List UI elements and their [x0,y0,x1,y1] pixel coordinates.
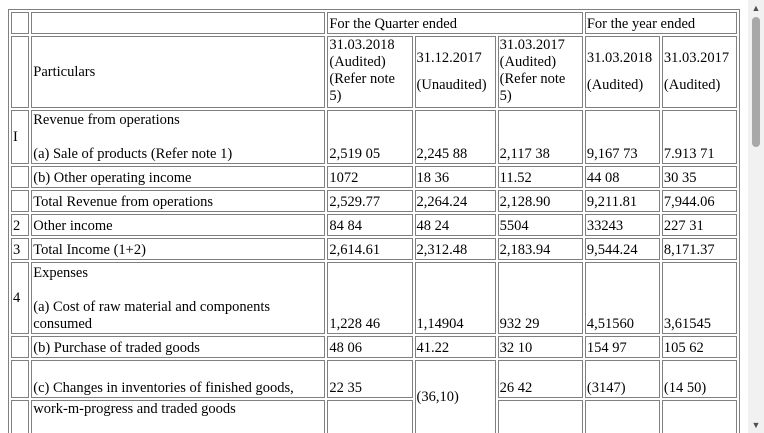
col-note-end: 5) [329,88,342,104]
header-blank-label [31,12,326,34]
row-num [11,336,30,358]
row-label: Other income [31,214,326,236]
value-cell: 5504 [497,214,583,236]
value-cell: 9,544.24 [584,238,660,260]
scroll-down-arrow-icon[interactable]: ▼ [751,420,761,430]
row-num [11,360,30,398]
value-cell: 8,171.37 [661,238,737,260]
value-cell: 11.52 [497,166,583,188]
value-cell: 2,128.90 [497,190,583,212]
col-status: (Unaudited) [416,77,487,93]
col-header-y1: 31.03.2018 (Audited) [584,36,660,108]
col-header-q2: 31.12.2017 (Unaudited) [414,36,496,108]
section-number: 4 [11,262,30,334]
header-num-cell [11,36,30,108]
row-label: Revenue from operations (a) Sale of prod… [31,110,326,164]
value-cell: 2,614.61 [327,238,413,260]
row-label: (b) Other operating income [31,166,326,188]
value-cell: 9,211.81 [584,190,660,212]
col-header-y2: 31.03.2017 (Audited) [661,36,737,108]
row-num [11,166,30,188]
value-cell: 48 24 [414,214,496,236]
value-cell: 4,51560 [584,262,660,334]
col-date: 31.03.2018 [329,37,395,53]
value-cell: 7.913 71 [661,110,737,164]
col-status: (Audited) [499,54,557,70]
value-cell: 1,14904 [414,262,496,334]
row-num: 2 [11,214,30,236]
value-cell: 32 10 [497,336,583,358]
value-cell: 26 42 [497,360,583,398]
value-cell: 18 36 [414,166,496,188]
value-cell: 3,61545 [661,262,737,334]
header-blank-num [11,12,30,34]
document-viewport: For the Quarter ended For the year ended… [8,9,740,433]
value-cell: 154 97 [584,336,660,358]
value-cell: 33243 [584,214,660,236]
quarter-group-header: For the Quarter ended [327,12,583,34]
value-cell: 30 35 [661,166,737,188]
row-num [11,400,30,433]
scroll-up-arrow-icon[interactable]: ▲ [751,3,761,13]
value-cell [497,400,583,433]
row-label: (b) Purchase of traded goods [31,336,326,358]
row-num [11,190,30,212]
row-num: 3 [11,238,30,260]
section-title: Revenue from operations [33,112,180,128]
value-cell: 2,519 05 [327,110,413,164]
value-cell [327,400,413,433]
value-cell: 1,228 46 [327,262,413,334]
value-cell: 2,245 88 [414,110,496,164]
col-date: 31.03.2017 [663,50,730,66]
value-cell: 932 29 [497,262,583,334]
row-label: Expenses (a) Cost of raw material and co… [31,262,326,334]
row-label: work-m-progress and traded goods [31,400,326,433]
year-group-header: For the year ended [584,12,737,34]
value-cell: 22 35 [327,360,413,398]
vertical-scrollbar[interactable]: ▲ ▼ [748,0,764,433]
value-cell: 41.22 [414,336,496,358]
value-cell: 48 06 [327,336,413,358]
row-label: Total Revenue from operations [31,190,326,212]
value-cell: 2,529.77 [327,190,413,212]
scrollbar-thumb[interactable] [752,17,760,147]
row-label: (c) Changes in inventories of finished g… [31,360,326,398]
value-cell: (36,10) [414,360,496,433]
col-status: (Audited) [586,77,644,93]
row-label: Total Income (1+2) [31,238,326,260]
value-cell: 44 08 [584,166,660,188]
row-label-text: (a) Sale of products (Refer note 1) [33,146,233,162]
particulars-header: Particulars [31,36,326,108]
section-number: I [11,110,30,164]
value-cell: 2,264.24 [414,190,496,212]
col-header-q1: 31.03.2018 (Audited) (Refer note 5) [327,36,413,108]
col-note: (Refer note [329,71,395,87]
value-cell: 227 31 [661,214,737,236]
value-cell: (14 50) [661,360,737,398]
section-title: Expenses [33,265,89,281]
value-cell: 7,944.06 [661,190,737,212]
value-cell: 2,117 38 [497,110,583,164]
col-date: 31.12.2017 [416,50,482,66]
value-cell [584,400,660,433]
value-cell: 84 84 [327,214,413,236]
col-note: (Refer note [499,71,566,87]
value-cell: 105 62 [661,336,737,358]
col-status: (Audited) [663,77,721,93]
col-date: 31.03.2017 [499,37,565,53]
value-cell: (3147) [584,360,660,398]
col-header-q3: 31.03.2017 (Audited) (Refer note 5) [497,36,583,108]
value-cell: 2,183.94 [497,238,583,260]
col-note-end: 5) [499,88,512,104]
financial-results-table: For the Quarter ended For the year ended… [8,9,740,433]
value-cell: 9,167 73 [584,110,660,164]
value-cell [661,400,737,433]
col-date: 31.03.2018 [586,50,653,66]
col-status: (Audited) [329,54,386,70]
value-cell: 2,312.48 [414,238,496,260]
row-label-text: (a) Cost of raw material and components … [33,299,271,332]
value-cell: 1072 [327,166,413,188]
